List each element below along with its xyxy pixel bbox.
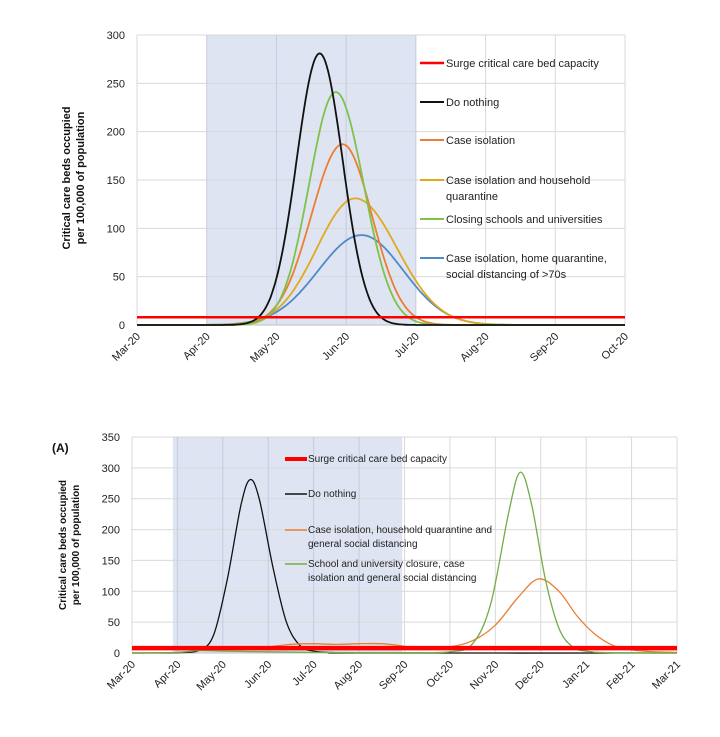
x-tick-label: Apr-20 xyxy=(181,331,213,363)
legend-label: Closing schools and universities xyxy=(446,214,603,226)
legend-item-school-closure: School and university closure, case isol… xyxy=(285,559,476,584)
x-tick-label: Aug-20 xyxy=(332,659,366,693)
x-tick-label: Jun-20 xyxy=(242,659,274,691)
legend-item-case-isolation: Case isolation xyxy=(420,135,515,147)
y-tick-label: 250 xyxy=(102,494,120,506)
y-tick-label: 0 xyxy=(114,648,120,660)
legend-item-capacity: Surge critical care bed capacity xyxy=(420,58,599,70)
legend: Surge critical care bed capacity Do noth… xyxy=(285,454,495,584)
legend-label: Case isolation, home quarantine, social … xyxy=(446,253,610,281)
series-lines xyxy=(137,52,625,326)
y-tick-label: 100 xyxy=(107,223,125,235)
y-tick-label: 50 xyxy=(113,272,125,284)
legend-item-do-nothing: Do nothing xyxy=(420,97,499,109)
x-tick-label: Dec-20 xyxy=(513,659,547,693)
y-tick-label: 100 xyxy=(102,586,120,598)
y-tick-label: 150 xyxy=(107,175,125,187)
y-tick-label: 250 xyxy=(107,78,125,90)
x-tick-label: Sep-20 xyxy=(377,659,411,693)
y-tick-label: 350 xyxy=(102,432,120,444)
y-tick-label: 0 xyxy=(119,320,125,332)
legend-item-household-quarantine-social-distancing: Case isolation, household quarantine and… xyxy=(285,525,495,550)
x-tick-label: Feb-21 xyxy=(605,659,638,692)
y-axis-label: Critical care beds occupied per 100,000 … xyxy=(58,480,82,610)
x-tick-label: Mar-20 xyxy=(110,331,143,364)
legend-label: Case isolation and household quarantine xyxy=(446,175,593,203)
series-lines xyxy=(131,471,678,654)
y-axis-label-line-1: Critical care beds occupied xyxy=(61,106,73,249)
x-tick-label: Jun-20 xyxy=(320,331,352,363)
chart-1: 0 50 100 150 200 250 300 Mar-20 Apr-20 May-20 Jun… xyxy=(61,30,631,365)
x-tick-label: Aug-20 xyxy=(458,331,492,365)
legend-label: School and university closure, case isol… xyxy=(308,559,476,584)
x-tick-label: Sep-20 xyxy=(528,331,562,365)
x-tick-label: Jul-20 xyxy=(392,331,422,361)
x-tick-label: Jan-21 xyxy=(560,659,592,691)
x-tick-label: Oct-20 xyxy=(599,331,631,363)
y-axis-label-line-2: per 100,000 of population xyxy=(71,485,82,606)
legend-label: Case isolation xyxy=(446,135,515,147)
panel-label: (A) xyxy=(52,441,69,455)
y-tick-label: 300 xyxy=(102,463,120,475)
legend-item-closing-schools: Closing schools and universities xyxy=(420,214,603,226)
y-tick-label: 200 xyxy=(102,525,120,537)
x-tick-label: Apr-20 xyxy=(152,659,184,691)
x-tick-label: Oct-20 xyxy=(424,659,456,691)
x-tick-label: Nov-20 xyxy=(468,659,502,693)
x-tick-label: Jul-20 xyxy=(290,659,320,689)
legend-item-household-quarantine: Case isolation and household quarantine xyxy=(420,175,593,203)
legend-label: Do nothing xyxy=(308,489,356,500)
y-axis-label-line-2: per 100,000 of population xyxy=(75,111,87,244)
legend-label: Surge critical care bed capacity xyxy=(446,58,599,70)
y-axis-label-line-1: Critical care beds occupied xyxy=(58,480,69,610)
x-tick-label: Mar-20 xyxy=(105,659,138,692)
y-axis-ticks: 0 50 100 150 200 250 300 xyxy=(107,30,125,332)
x-axis-ticks: Mar-20 Apr-20 May-20 Jun-20 Jul-20 Aug-20 Sep-… xyxy=(110,331,631,365)
x-tick-label: May-20 xyxy=(195,659,229,693)
intervention-shaded-region xyxy=(172,437,403,653)
legend-label: Surge critical care bed capacity xyxy=(308,454,447,465)
y-axis-ticks: 0 50 100 150 200 250 300 350 xyxy=(102,432,120,660)
legend-item-capacity: Surge critical care bed capacity xyxy=(285,454,447,465)
y-tick-label: 50 xyxy=(108,617,120,629)
x-axis-ticks: Mar-20 Apr-20 May-20 Jun-20 Jul-20 Aug-20 Sep-… xyxy=(105,659,683,693)
legend-label: Do nothing xyxy=(446,97,499,109)
y-tick-label: 300 xyxy=(107,30,125,42)
y-tick-label: 200 xyxy=(107,127,125,139)
y-axis-label: Critical care beds occupied per 100,000 … xyxy=(61,106,87,249)
x-tick-label: May-20 xyxy=(248,331,282,365)
legend-label: Case isolation, household quarantine and… xyxy=(308,525,495,550)
legend-item-social-distancing-70s: Case isolation, home quarantine, social … xyxy=(420,253,610,281)
legend-item-do-nothing: Do nothing xyxy=(285,489,356,500)
legend: Surge critical care bed capacity Do noth… xyxy=(420,58,610,281)
x-tick-label: Mar-21 xyxy=(650,659,683,692)
y-tick-label: 150 xyxy=(102,555,120,567)
